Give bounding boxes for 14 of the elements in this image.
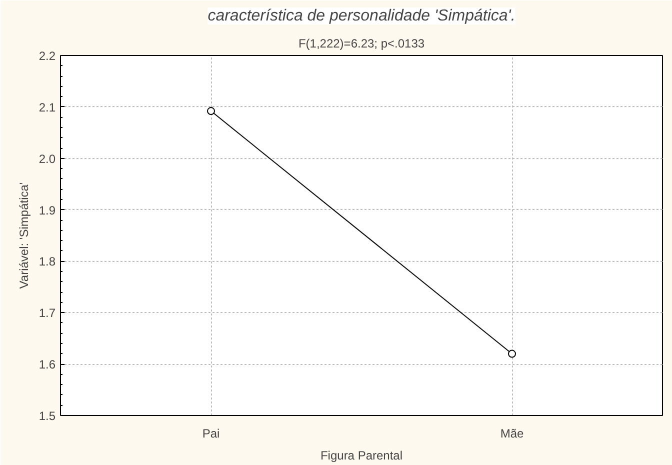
y-tick-label: 2.0 (38, 152, 56, 166)
y-tick-label: 1.6 (38, 358, 56, 372)
y-axis-title: Variável: 'Simpática' (16, 182, 31, 289)
y-tick-label: 1.7 (38, 306, 56, 320)
y-tick-label: 1.8 (38, 254, 56, 269)
y-tick-label: 1.9 (38, 203, 56, 218)
chart-subtitle: F(1,222)=6.23; p<.0133 (298, 36, 425, 50)
y-tick-label: 1.5 (38, 409, 56, 423)
x-tick-label: Pai (202, 426, 220, 440)
y-tick-label: 2.2 (38, 49, 56, 63)
y-tick-label: 2.1 (38, 100, 56, 114)
x-tick-label: Mãe (500, 426, 524, 440)
x-axis-title: Figura Parental (320, 448, 403, 462)
chart-title: característica de personalidade 'Simpática'. (208, 8, 516, 24)
